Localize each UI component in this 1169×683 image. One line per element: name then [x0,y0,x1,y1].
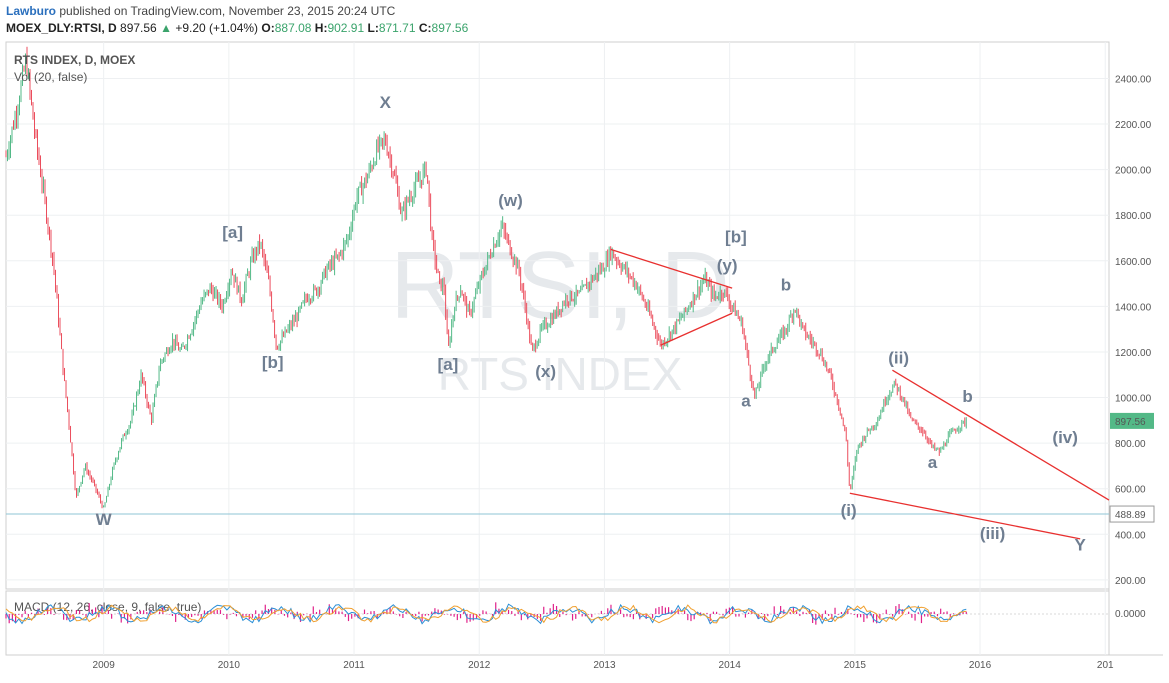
close-label: C: [418,21,432,35]
price-tick-label: 1200.00 [1115,348,1152,359]
wave-label: (i) [841,501,857,520]
macd-tick: 0.0000 [1115,609,1146,620]
time-tick-label: 2014 [719,660,742,671]
price-tick-label: 1400.00 [1115,302,1152,313]
wave-label: X [380,93,392,112]
author-link[interactable]: Lawburo [6,4,56,18]
wave-label: [b] [725,228,747,247]
wave-label: [b] [262,353,284,372]
price-tick-label: 1800.00 [1115,211,1152,222]
chart-title: RTS INDEX, D, MOEX [14,53,135,67]
wave-label: b [962,387,972,406]
time-tick-label: 2011 [343,660,365,671]
wave-label: (w) [498,191,523,210]
hline-price-label: 488.89 [1115,510,1146,521]
change-value: +9.20 (+1.04%) [175,21,259,35]
time-axis[interactable]: 2009 2010 2011 2012 2013 2014 2015 2016 201 [93,660,1114,671]
price-tick-label: 1600.00 [1115,257,1152,268]
price-tick-label: 600.00 [1115,485,1146,496]
close-value: 897.56 [431,21,469,35]
time-tick-label: 2013 [593,660,616,671]
signal-line [5,604,967,624]
high-label: H: [314,21,328,35]
wave-label: a [928,453,938,472]
trendline [892,369,1110,501]
time-tick-label: 2015 [844,660,867,671]
wave-label: (y) [717,256,738,275]
trendline [660,312,733,346]
wave-label: b [781,275,791,294]
wave-label: [a] [222,223,243,242]
low-value: 871.71 [378,21,416,35]
wave-label: (ii) [888,348,909,367]
price-tick-label: 2000.00 [1115,166,1152,177]
wave-label: (iii) [980,524,1006,543]
price-tick-label: 200.00 [1115,576,1146,587]
grid [6,42,1109,655]
wave-label: [a] [438,355,459,374]
trendline [849,492,1081,540]
hline-price-tag [1109,505,1155,523]
time-tick-label: 2016 [969,660,992,671]
price-axis[interactable]: 200.00 400.00 600.00 800.00 1000.00 1200.00 14… [1115,74,1152,586]
last-price-tag [1110,412,1154,429]
low-label: L: [367,21,379,35]
trendlines[interactable] [610,248,1110,540]
trendline [610,248,733,289]
price-tick-label: 1000.00 [1115,394,1152,405]
wave-label: W [96,510,113,529]
time-tick-label: 201 [1097,660,1114,671]
wave-label: Y [1075,535,1087,554]
price-tick-label: 2400.00 [1115,74,1152,85]
last-price-text: 897.56 [1115,417,1146,428]
macd-series [5,602,967,625]
chart-header: Lawburo published on TradingView.com, No… [0,0,1169,40]
last-price: 897.56 [120,21,157,35]
price-tick-label: 2200.00 [1115,120,1152,131]
volume-label: Vol (20, false) [14,70,87,84]
high-value: 902.91 [327,21,365,35]
time-tick-label: 2010 [218,660,241,671]
wave-label: a [741,392,751,411]
open-value: 887.08 [274,21,312,35]
symbol-label: MOEX_DLY:RTSI, D [6,21,117,35]
watermark-sub: RTS INDEX [438,348,683,400]
wave-label: (x) [535,362,556,381]
time-tick-label: 2012 [468,660,491,671]
up-arrow-icon: ▲ [160,21,172,35]
ohlc-line: MOEX_DLY:RTSI, D 897.56 ▲ +9.20 (+1.04%)… [6,21,468,35]
price-tick-label: 800.00 [1115,439,1146,450]
candles [5,46,967,509]
published-text: published on TradingView.com, November 2… [59,4,396,18]
price-tick-label: 400.00 [1115,530,1146,541]
open-label: O: [261,21,275,35]
publish-info: Lawburo published on TradingView.com, No… [6,4,395,18]
horizontal-line[interactable]: 488.89 [6,505,1155,523]
time-tick-label: 2009 [93,660,116,671]
wave-labels: W [a] [b] X [a] (w) (x) [b] (y) b a (ii) b (iv) a (i) (i… [96,93,1087,554]
wave-label: (iv) [1052,428,1078,447]
last-price-marker: 897.56 [1110,412,1154,429]
